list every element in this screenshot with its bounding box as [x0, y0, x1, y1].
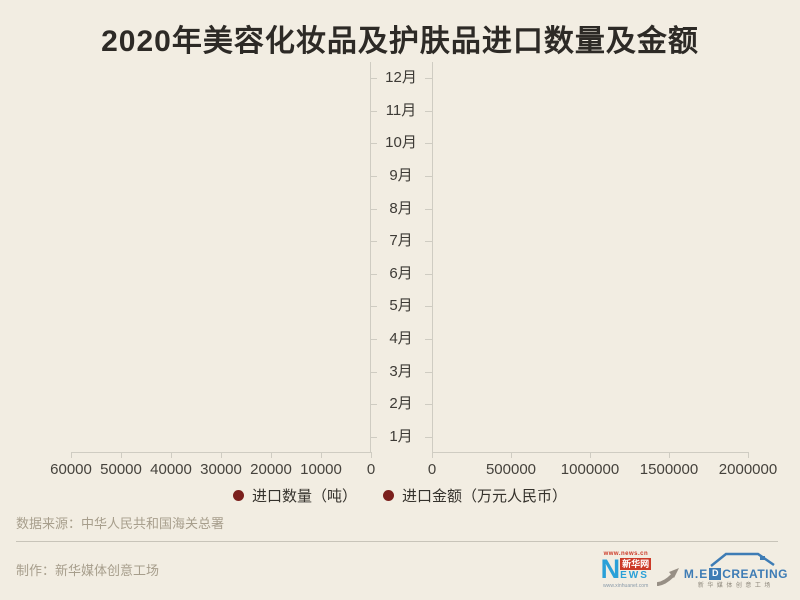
month-label: 12月	[385, 69, 417, 87]
right-axis-tick	[425, 404, 432, 406]
right-axis-tick	[425, 306, 432, 308]
medcreating-logo: M.E D CREATING 新华媒体创意工场	[684, 552, 788, 589]
legend-item[interactable]: 进口数量（吨）	[232, 485, 357, 506]
right-xaxis-label: 1500000	[639, 461, 699, 478]
right-xaxis-tick	[669, 452, 670, 458]
month-label: 2月	[389, 395, 413, 413]
right-axis-tick	[425, 338, 432, 340]
right-axis-tick	[425, 110, 432, 112]
footer-divider	[16, 541, 778, 542]
xinhuanet-n-letter: N	[600, 554, 621, 584]
left-xaxis-tick	[171, 452, 172, 458]
right-xaxis-tick	[748, 452, 749, 458]
left-axis-tick	[370, 273, 377, 275]
month-label: 11月	[385, 101, 417, 119]
right-axis-tick	[425, 143, 432, 145]
month-label: 10月	[385, 134, 417, 152]
month-label: 9月	[389, 167, 413, 185]
xinhuanet-ews-letters: EWS	[620, 570, 649, 581]
month-label: 7月	[389, 232, 413, 250]
xinhuanet-wordmark: N 新华网 EWS	[600, 554, 652, 584]
left-xaxis-tick	[271, 452, 272, 458]
right-axis-tick	[425, 78, 432, 80]
right-axis-tick	[425, 436, 432, 438]
xinhuanet-url-top: www.news.cn	[603, 551, 649, 557]
right-xaxis-label: 500000	[485, 461, 537, 478]
publisher-logos: www.news.cn N 新华网 EWS www.xinhuanet.com …	[598, 545, 788, 595]
medcreating-subtitle: 新华媒体创意工场	[697, 582, 774, 589]
right-axis-tick	[425, 241, 432, 243]
medcreating-d-badge: D	[709, 567, 722, 580]
left-axis-tick	[370, 306, 377, 308]
left-panel-y-axis	[370, 62, 371, 453]
legend-label: 进口金额（万元人民币）	[402, 488, 568, 505]
left-xaxis-label: 40000	[150, 461, 192, 478]
xinhuanet-logo: www.news.cn N 新华网 EWS www.xinhuanet.com	[598, 551, 654, 589]
left-axis-tick	[370, 338, 377, 340]
chart-title: 2020年美容化妆品及护肤品进口数量及金额	[101, 25, 699, 58]
left-axis-tick	[370, 143, 377, 145]
left-xaxis-label: 50000	[100, 461, 142, 478]
legend-label: 进口数量（吨）	[251, 488, 357, 505]
legend-item[interactable]: 进口金额（万元人民币）	[383, 485, 567, 506]
left-axis-tick	[370, 208, 377, 210]
medcreating-rest: CREATING	[722, 566, 788, 581]
left-xaxis-label: 0	[366, 461, 376, 478]
left-axis-tick	[370, 110, 377, 112]
right-axis-tick	[425, 273, 432, 275]
credit-text: 制作：新华媒体创意工场	[16, 563, 160, 578]
xinhuanet-url-bottom: www.xinhuanet.com	[603, 583, 649, 589]
right-axis-tick	[425, 208, 432, 210]
left-xaxis-tick	[71, 452, 72, 458]
left-xaxis-label: 30000	[200, 461, 242, 478]
right-xaxis-tick	[590, 452, 591, 458]
left-axis-tick	[370, 371, 377, 373]
left-xaxis-label: 10000	[300, 461, 342, 478]
xinhuanet-wordmark-right: 新华网 EWS	[620, 558, 652, 581]
medcreating-pre: M.E	[683, 566, 709, 581]
right-xaxis-label: 1000000	[560, 461, 620, 478]
left-axis-tick	[370, 404, 377, 406]
left-xaxis-label: 60000	[50, 461, 92, 478]
month-label: 5月	[389, 297, 413, 315]
left-xaxis-tick	[221, 452, 222, 458]
right-xaxis-tick	[432, 452, 433, 458]
right-xaxis-tick	[511, 452, 512, 458]
left-xaxis-tick	[321, 452, 322, 458]
left-axis-tick	[370, 176, 377, 178]
left-axis-tick	[370, 78, 377, 80]
legend-marker-icon	[383, 490, 394, 501]
month-label: 6月	[389, 264, 413, 282]
left-xaxis-tick	[371, 452, 372, 458]
left-xaxis-tick	[121, 452, 122, 458]
right-axis-tick	[425, 176, 432, 178]
month-label: 3月	[389, 362, 413, 380]
left-xaxis-label: 20000	[250, 461, 292, 478]
month-label: 1月	[389, 427, 413, 445]
right-axis-tick	[425, 371, 432, 373]
swoosh-arrow-icon	[656, 568, 679, 586]
legend: 进口数量（吨） 进口金额（万元人民币）	[0, 485, 800, 506]
right-panel-y-axis	[432, 62, 433, 453]
month-label: 8月	[389, 199, 413, 217]
left-axis-tick	[370, 436, 377, 438]
left-axis-tick	[370, 241, 377, 243]
right-xaxis-label: 2000000	[718, 461, 778, 478]
xinhuanet-name-badge: 新华网	[620, 558, 652, 570]
data-source-text: 数据来源：中华人民共和国海关总署	[16, 516, 225, 531]
medcreating-wordmark: M.E D CREATING	[683, 566, 788, 581]
legend-marker-icon	[232, 490, 244, 501]
medcreating-roof-icon	[710, 552, 775, 567]
right-xaxis-label: 0	[427, 461, 437, 478]
month-label: 4月	[389, 329, 413, 347]
